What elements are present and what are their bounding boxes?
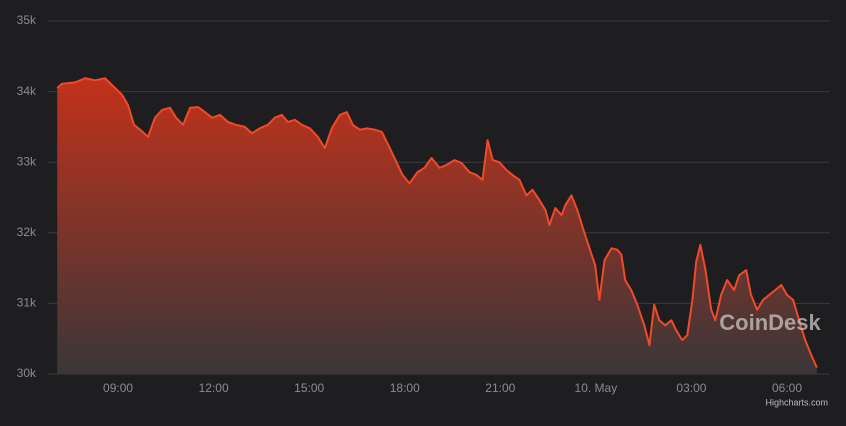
y-tick-label: 31k [17,296,37,310]
area-fill [57,78,817,374]
price-line [56,77,818,369]
x-tick-label: 12:00 [199,381,229,395]
y-tick-label: 33k [17,154,37,168]
x-tick-label: 09:00 [103,381,133,395]
y-tick-label: 35k [17,13,37,27]
x-tick-label: 15:00 [294,381,324,395]
plot-area [56,77,818,374]
x-tick-label: 06:00 [772,381,802,395]
y-tick-label: 30k [17,366,37,380]
watermark: CoinDesk [719,310,821,335]
credits[interactable]: Highcharts.com [765,397,828,407]
x-tick-label: 21:00 [485,381,515,395]
x-tick-label: 18:00 [390,381,420,395]
y-tick-label: 34k [17,84,37,98]
x-tick-label: 03:00 [676,381,706,395]
y-tick-label: 32k [17,225,37,239]
x-tick-label: 10. May [575,381,618,395]
